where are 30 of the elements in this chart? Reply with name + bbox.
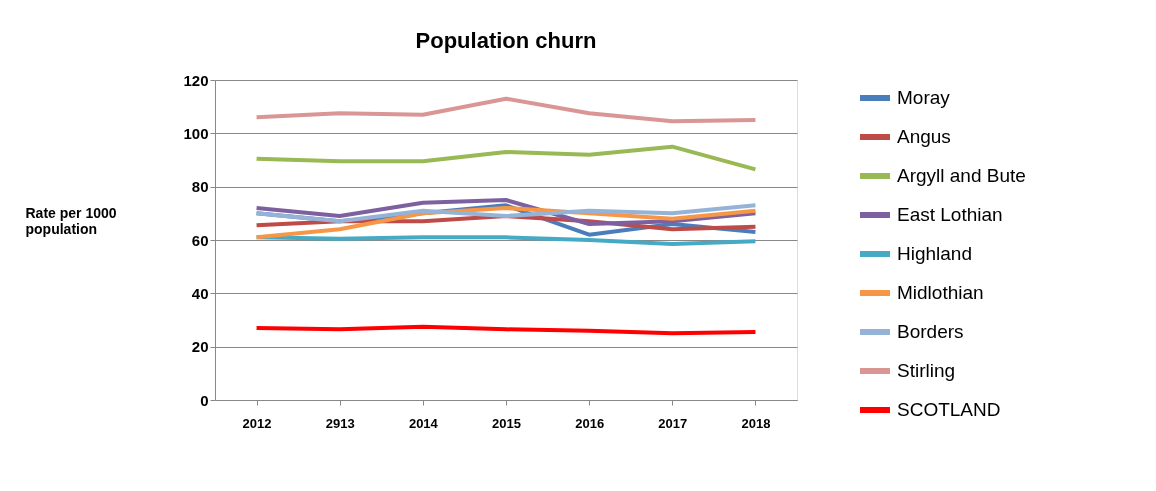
legend-label: Borders: [897, 321, 964, 342]
legend-label: SCOTLAND: [897, 399, 1001, 420]
legend-label: Argyll and Bute: [897, 165, 1026, 186]
x-tick-label: 2015: [492, 415, 521, 431]
legend-label: Highland: [897, 243, 972, 264]
legend-label: Angus: [897, 126, 951, 147]
x-tick-label: 2012: [242, 415, 272, 431]
legend-label: Midlothian: [897, 282, 984, 303]
line-series: [254, 198, 758, 226]
x-tick-label: 2017: [658, 415, 688, 431]
y-tick-label: 120: [183, 71, 209, 89]
y-tick-label: 20: [191, 338, 209, 356]
line-series: [254, 144, 758, 172]
y-tick-label: 0: [200, 391, 209, 409]
y-axis-title: Rate per 1000 population: [25, 204, 117, 237]
y-tick-label: 80: [191, 178, 209, 196]
legend-label: East Lothian: [897, 204, 1003, 225]
x-tick-label: 2014: [408, 415, 439, 431]
chart-title: Population churn: [415, 28, 597, 53]
line-series: [254, 203, 758, 224]
legend-label: Stirling: [897, 360, 956, 381]
y-tick-label: 60: [191, 231, 209, 249]
y-tick-label: 40: [191, 284, 209, 302]
x-tick-label: 2913: [325, 415, 355, 431]
x-tick-label: 2018: [741, 415, 771, 431]
legend-label: Moray: [897, 87, 951, 108]
line-series: [254, 96, 758, 124]
y-tick-label: 100: [183, 124, 209, 142]
line-series: [254, 324, 758, 336]
x-tick-label: 2016: [575, 415, 605, 431]
